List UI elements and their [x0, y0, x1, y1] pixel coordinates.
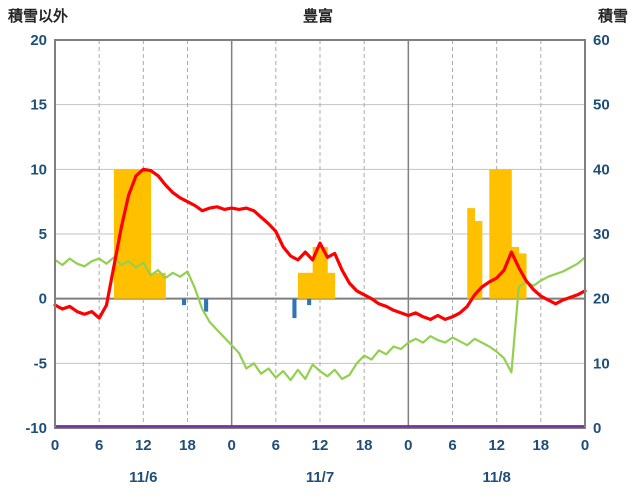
svg-text:-10: -10 [25, 420, 47, 437]
svg-text:20: 20 [593, 291, 610, 308]
svg-text:11/7: 11/7 [306, 469, 334, 486]
svg-text:40: 40 [593, 161, 610, 178]
svg-text:20: 20 [30, 32, 47, 49]
svg-text:0: 0 [39, 291, 47, 308]
svg-text:50: 50 [593, 97, 610, 114]
svg-text:5: 5 [39, 226, 47, 243]
svg-text:18: 18 [179, 437, 196, 454]
svg-text:12: 12 [488, 437, 505, 454]
svg-text:12: 12 [312, 437, 329, 454]
svg-text:0: 0 [581, 437, 589, 454]
svg-text:11/6: 11/6 [129, 469, 157, 486]
svg-text:0: 0 [593, 420, 601, 437]
svg-text:15: 15 [30, 97, 47, 114]
svg-text:-5: -5 [34, 355, 47, 372]
svg-text:6: 6 [448, 437, 456, 454]
svg-text:18: 18 [532, 437, 549, 454]
svg-text:12: 12 [135, 437, 152, 454]
svg-text:11/8: 11/8 [483, 469, 511, 486]
svg-text:0: 0 [228, 437, 236, 454]
svg-text:10: 10 [30, 161, 47, 178]
svg-text:30: 30 [593, 226, 610, 243]
svg-text:6: 6 [272, 437, 280, 454]
svg-text:60: 60 [593, 32, 610, 49]
svg-text:0: 0 [51, 437, 59, 454]
svg-text:10: 10 [593, 355, 610, 372]
svg-text:6: 6 [95, 437, 103, 454]
svg-text:18: 18 [356, 437, 373, 454]
svg-text:0: 0 [404, 437, 412, 454]
